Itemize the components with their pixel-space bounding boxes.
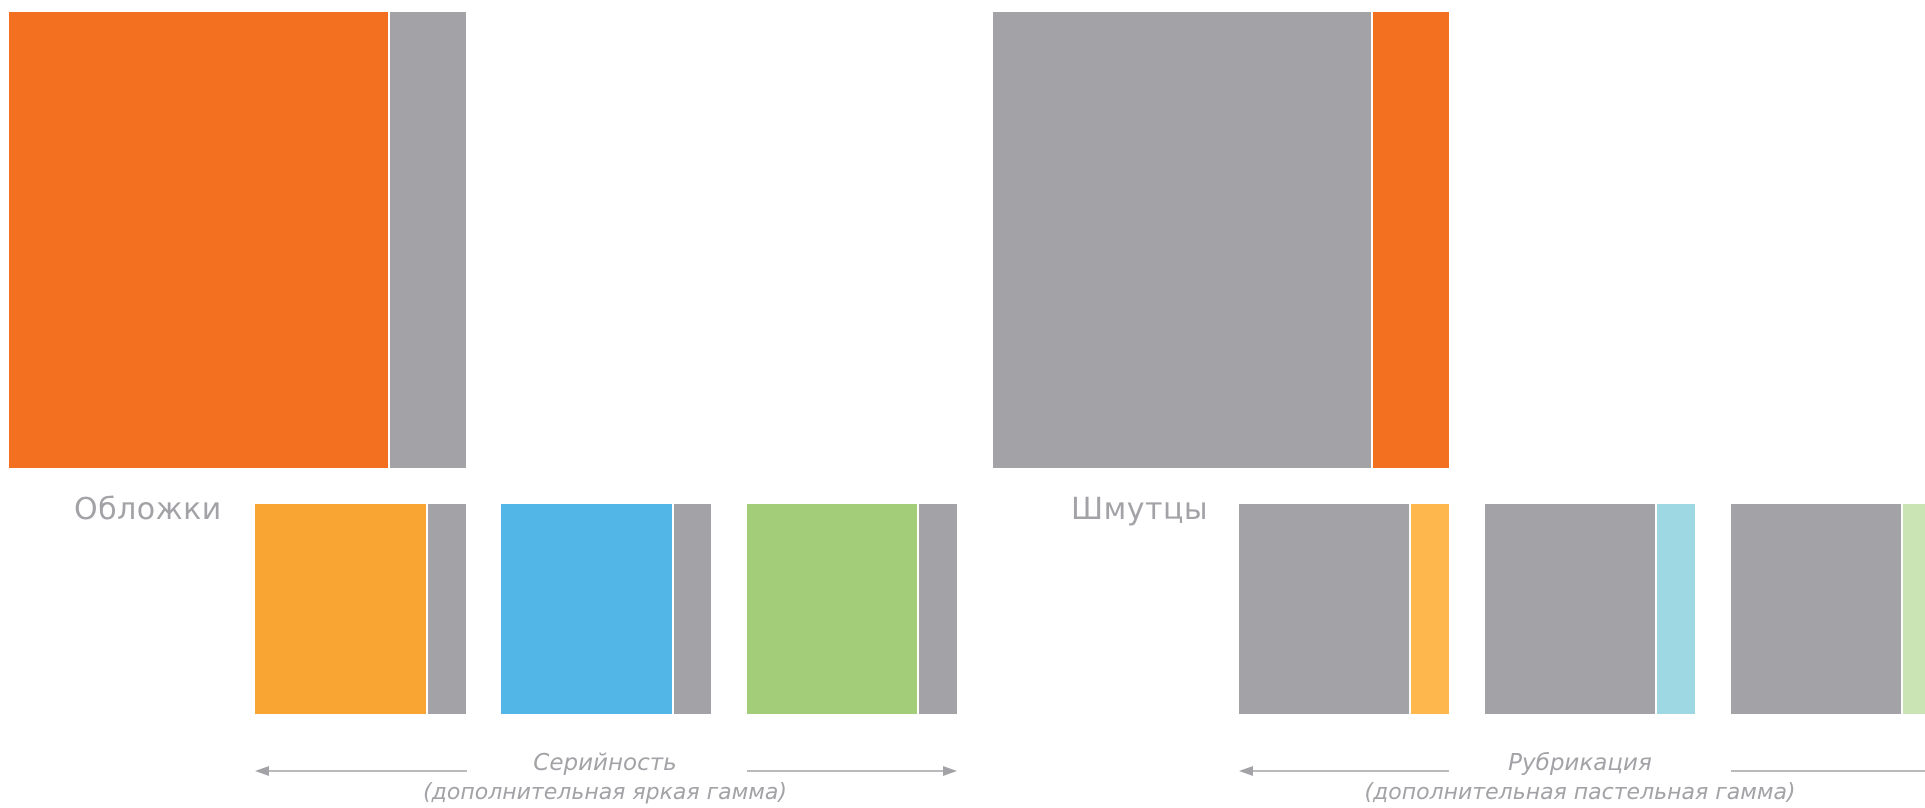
cover-series-green-swatch — [747, 504, 917, 714]
dividers-caption-subtitle: (дополнительная пастельная гамма) — [1364, 780, 1796, 805]
covers-left-arrow — [255, 766, 467, 776]
dividers-label: Шмутцы — [1071, 492, 1209, 527]
cover-series-yellow-swatch — [255, 504, 426, 714]
divider-main-gray-swatch — [993, 12, 1371, 468]
cover-series-yellow-gray-stripe — [428, 504, 466, 714]
covers-caption-subtitle: (дополнительная яркая гамма) — [423, 780, 787, 805]
divider-main-orange-stripe — [1373, 12, 1449, 468]
covers-caption-title: Серийность — [533, 750, 677, 776]
divider-rubric-green-stripe — [1903, 504, 1925, 714]
dividers-caption: Рубрикация (дополнительная пастельная га… — [1350, 748, 1810, 808]
divider-rubric-blue-stripe — [1657, 504, 1695, 714]
covers-caption: Серийность (дополнительная яркая гамма) — [400, 748, 810, 808]
covers-right-arrow — [747, 766, 957, 776]
cover-main-gray-stripe — [390, 12, 466, 468]
cover-series-blue-swatch — [501, 504, 672, 714]
divider-rubric-yellow-stripe — [1411, 504, 1449, 714]
divider-rubric-yellow-gray-swatch — [1239, 504, 1409, 714]
divider-rubric-blue-gray-swatch — [1485, 504, 1655, 714]
dividers-right-arrow — [1731, 770, 1925, 772]
dividers-caption-title: Рубрикация — [1508, 750, 1652, 776]
dividers-left-arrow — [1239, 766, 1449, 776]
cover-main-orange-swatch — [9, 12, 388, 468]
covers-label: Обложки — [74, 492, 222, 527]
divider-rubric-green-gray-swatch — [1731, 504, 1901, 714]
cover-series-green-gray-stripe — [919, 504, 957, 714]
cover-series-blue-gray-stripe — [674, 504, 711, 714]
